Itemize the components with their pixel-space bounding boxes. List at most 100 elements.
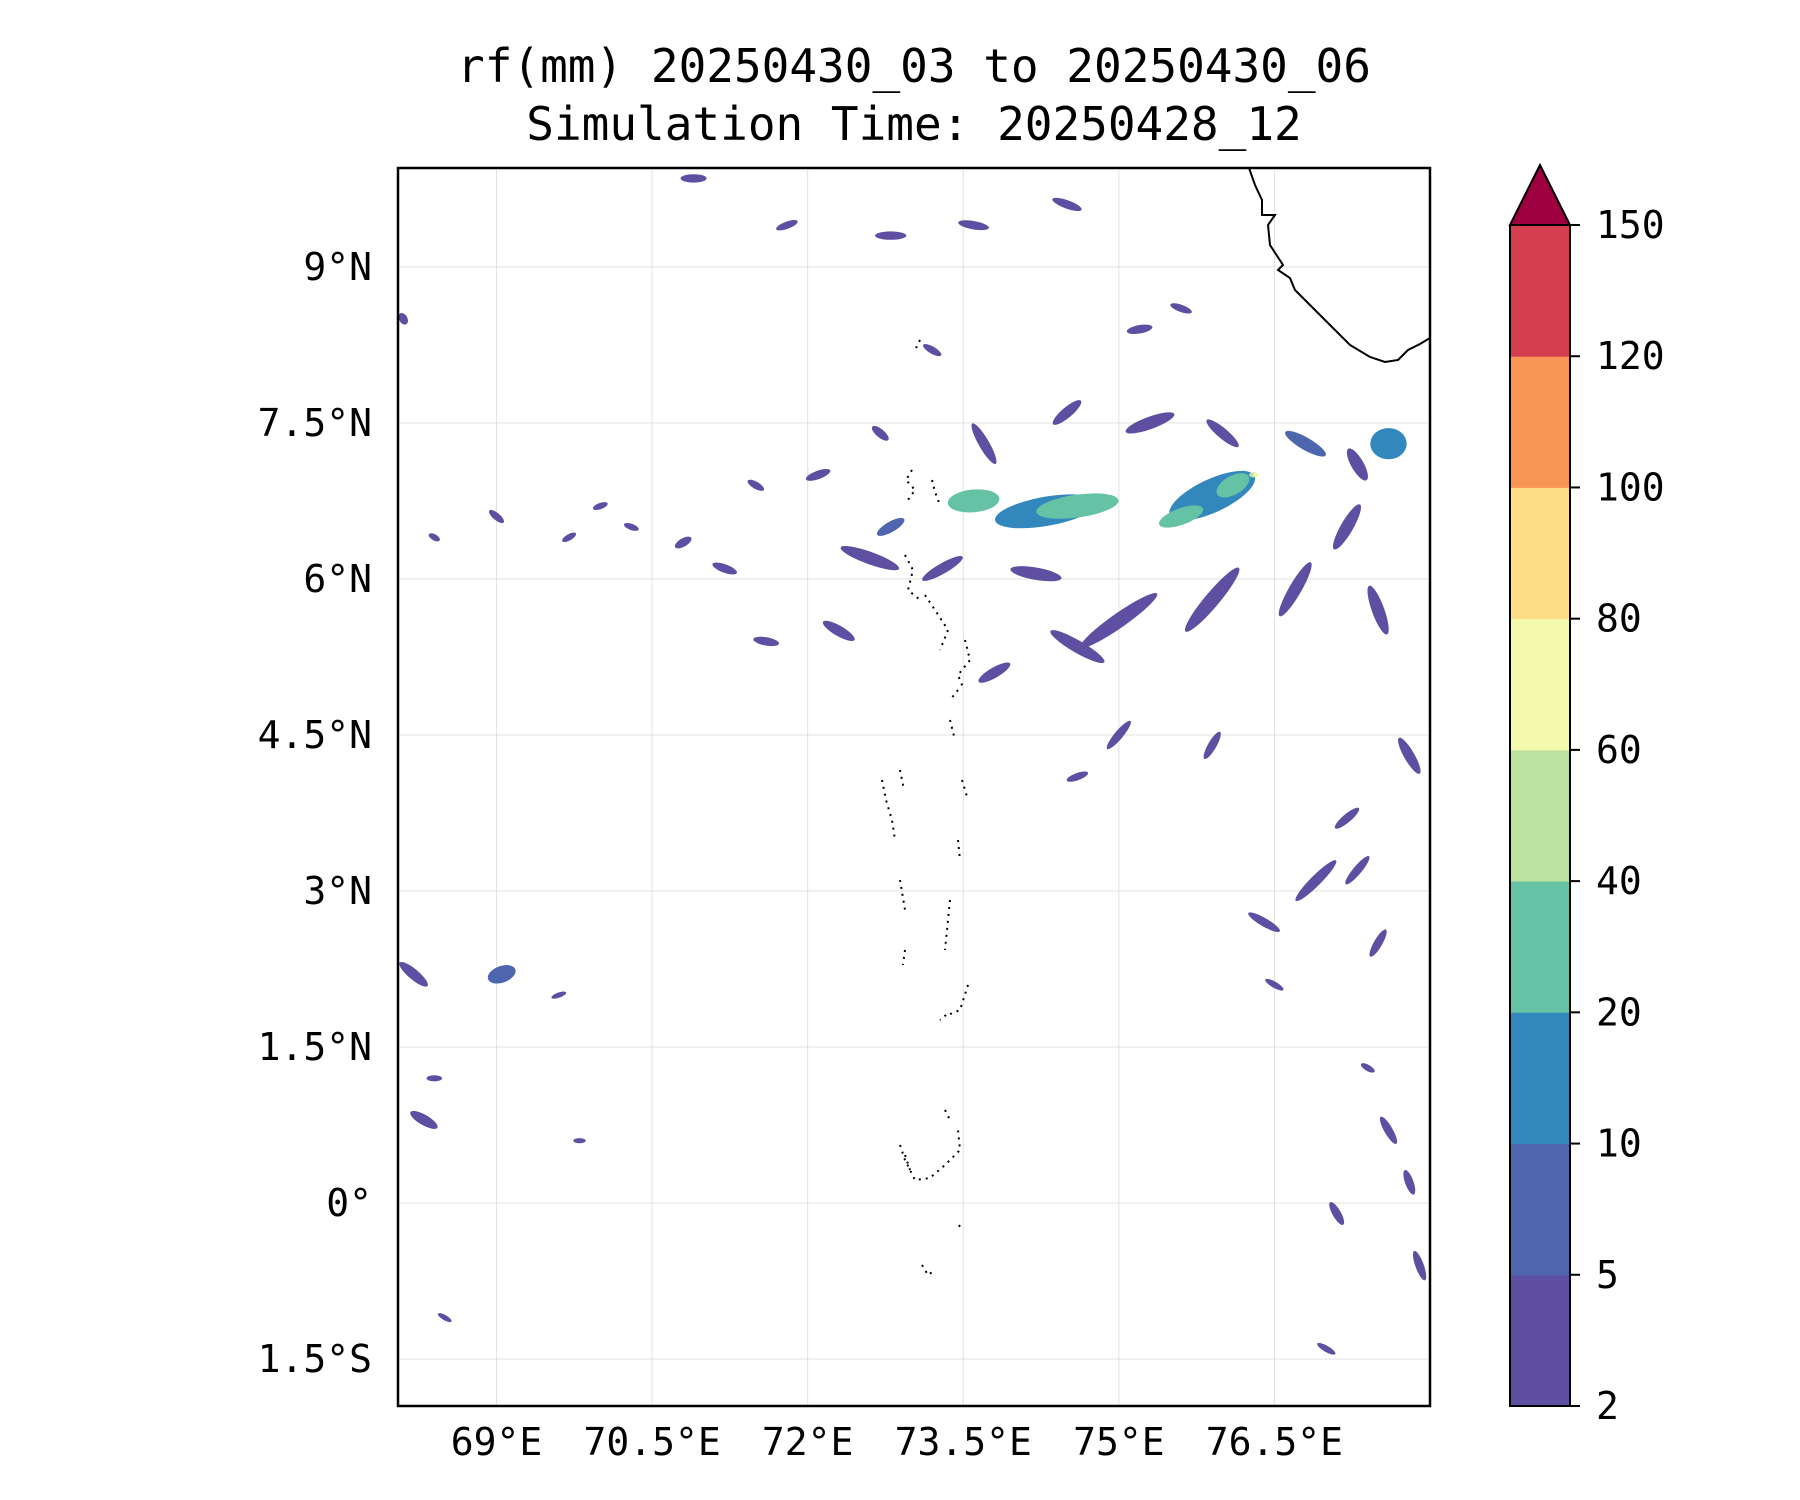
colorbar-tick-label: 10 xyxy=(1596,1122,1642,1166)
rain-contour-level-0 xyxy=(562,532,577,543)
rain-contour-level-5 xyxy=(1253,472,1259,477)
rain-contour-level-0 xyxy=(805,468,831,481)
rain-contour-level-0 xyxy=(410,1110,438,1129)
gridlines xyxy=(398,168,1430,1406)
rain-contour-level-0 xyxy=(958,220,989,231)
y-tick-label: 0° xyxy=(326,1181,372,1225)
colorbar-segment xyxy=(1510,487,1570,620)
colorbar: 2 5 10 20 40 60 80 100 120 150 xyxy=(1508,162,1665,1428)
colorbar-tick-label: 100 xyxy=(1596,465,1665,509)
rain-contour-level-1 xyxy=(1285,430,1326,457)
rain-contour-level-0 xyxy=(1170,303,1192,314)
rain-contour-level-0 xyxy=(978,662,1011,683)
rain-contour-level-0 xyxy=(822,620,855,642)
rain-contour-level-0 xyxy=(923,344,942,357)
y-axis-ticks: 9°N 7.5°N 6°N 4.5°N 3°N 1.5°N 0° 1.5°S xyxy=(258,245,372,1381)
rain-contour-level-0 xyxy=(1295,860,1337,902)
rain-contour-level-3 xyxy=(1159,505,1204,528)
colorbar-segment xyxy=(1510,1143,1570,1276)
rain-contour-level-1 xyxy=(487,965,516,984)
rain-contour-level-0 xyxy=(1052,197,1082,212)
colorbar-tick-label: 120 xyxy=(1596,334,1665,378)
rain-contour-level-3 xyxy=(1216,473,1250,498)
coastlines xyxy=(881,168,1430,1277)
colorbar-segment xyxy=(1510,881,1570,1013)
rain-contour-level-0 xyxy=(1317,1342,1336,1355)
x-axis-ticks: 69°E 70.5°E 72°E 73.5°E 75°E 76.5°E xyxy=(451,1420,1343,1464)
plot-area xyxy=(396,166,1432,1408)
colorbar-tick-label: 20 xyxy=(1596,990,1642,1034)
x-tick-label: 75°E xyxy=(1073,1420,1165,1464)
rain-contour-level-0 xyxy=(489,509,504,524)
colorbar-extend-arrow xyxy=(1508,162,1572,226)
rain-contour-level-0 xyxy=(437,1313,452,1323)
rain-contour-level-0 xyxy=(776,220,798,231)
y-tick-label: 7.5°N xyxy=(258,401,372,445)
x-tick-label: 76.5°E xyxy=(1206,1420,1343,1464)
rain-contour-level-0 xyxy=(1052,400,1082,425)
rain-contour-level-0 xyxy=(1346,448,1368,481)
rain-contour-level-0 xyxy=(1206,419,1239,448)
rain-contour-level-0 xyxy=(1126,324,1153,335)
rain-contour-level-0 xyxy=(1080,593,1158,648)
rain-contour-level-3 xyxy=(947,489,1000,513)
colorbar-segment xyxy=(1510,1274,1570,1407)
rain-contour-level-0 xyxy=(623,522,639,531)
rain-contour-level-0 xyxy=(875,231,907,240)
rain-contour-level-0 xyxy=(1379,1116,1398,1144)
colorbar-tick-label: 2 xyxy=(1596,1384,1619,1428)
rain-contour-level-0 xyxy=(1248,912,1281,933)
y-tick-label: 6°N xyxy=(303,557,372,601)
rain-contour-level-0 xyxy=(1329,1202,1345,1225)
colorbar-tick-label: 5 xyxy=(1596,1253,1619,1297)
x-tick-label: 72°E xyxy=(762,1420,854,1464)
rain-contour-level-0 xyxy=(680,174,707,183)
rain-contour-level-0 xyxy=(1360,1063,1375,1073)
y-tick-label: 9°N xyxy=(303,245,372,289)
colorbar-segment xyxy=(1510,618,1570,751)
rain-contour-level-0 xyxy=(971,423,997,465)
rain-contour-level-0 xyxy=(1010,566,1062,582)
colorbar-tick-label: 80 xyxy=(1596,597,1642,641)
rain-contour-level-0 xyxy=(1184,567,1240,632)
y-tick-label: 1.5°N xyxy=(258,1025,372,1069)
rain-contour-level-0 xyxy=(1050,630,1105,664)
x-tick-label: 73.5°E xyxy=(895,1420,1032,1464)
rain-contour-level-0 xyxy=(1367,585,1389,635)
x-tick-label: 69°E xyxy=(451,1420,543,1464)
colorbar-tick-label: 150 xyxy=(1596,203,1665,247)
rain-contour-level-0 xyxy=(674,536,692,549)
rain-contour-level-0 xyxy=(573,1138,586,1144)
rain-contour-level-0 xyxy=(922,556,963,581)
chart-subtitle: Simulation Time: 20250428_12 xyxy=(526,97,1301,151)
colorbar-segment xyxy=(1510,356,1570,488)
rain-contour-level-0 xyxy=(592,502,608,511)
rain-contour-level-0 xyxy=(1332,504,1362,550)
x-tick-label: 70.5°E xyxy=(583,1420,720,1464)
rain-contour-level-0 xyxy=(753,636,780,647)
rain-contour-level-0 xyxy=(747,479,765,491)
rain-contour-level-0 xyxy=(551,991,567,999)
rainfall-contours xyxy=(398,174,1427,1355)
maldives-atolls xyxy=(881,339,972,1277)
rain-contour-level-0 xyxy=(1125,412,1175,434)
rain-contour-level-0 xyxy=(712,562,738,575)
rain-contour-level-2 xyxy=(1370,428,1407,460)
rain-contour-level-3 xyxy=(1036,493,1119,519)
rain-contour-level-0 xyxy=(1066,771,1089,782)
y-tick-label: 4.5°N xyxy=(258,713,372,757)
rain-contour-level-0 xyxy=(1278,562,1312,617)
rain-contour-level-0 xyxy=(428,533,440,542)
rain-contour-level-0 xyxy=(1345,855,1370,885)
y-tick-label: 1.5°S xyxy=(258,1337,372,1381)
rain-contour-level-0 xyxy=(1334,807,1360,829)
rain-contour-level-1 xyxy=(876,517,905,536)
colorbar-tick-label: 60 xyxy=(1596,728,1642,772)
rain-contour-level-0 xyxy=(1412,1250,1427,1281)
rain-contour-level-0 xyxy=(840,545,900,571)
rain-contour-level-0 xyxy=(426,1075,443,1082)
rain-contour-level-0 xyxy=(871,425,889,441)
coastline-mainland xyxy=(1248,168,1430,364)
colorbar-segment xyxy=(1510,749,1570,882)
